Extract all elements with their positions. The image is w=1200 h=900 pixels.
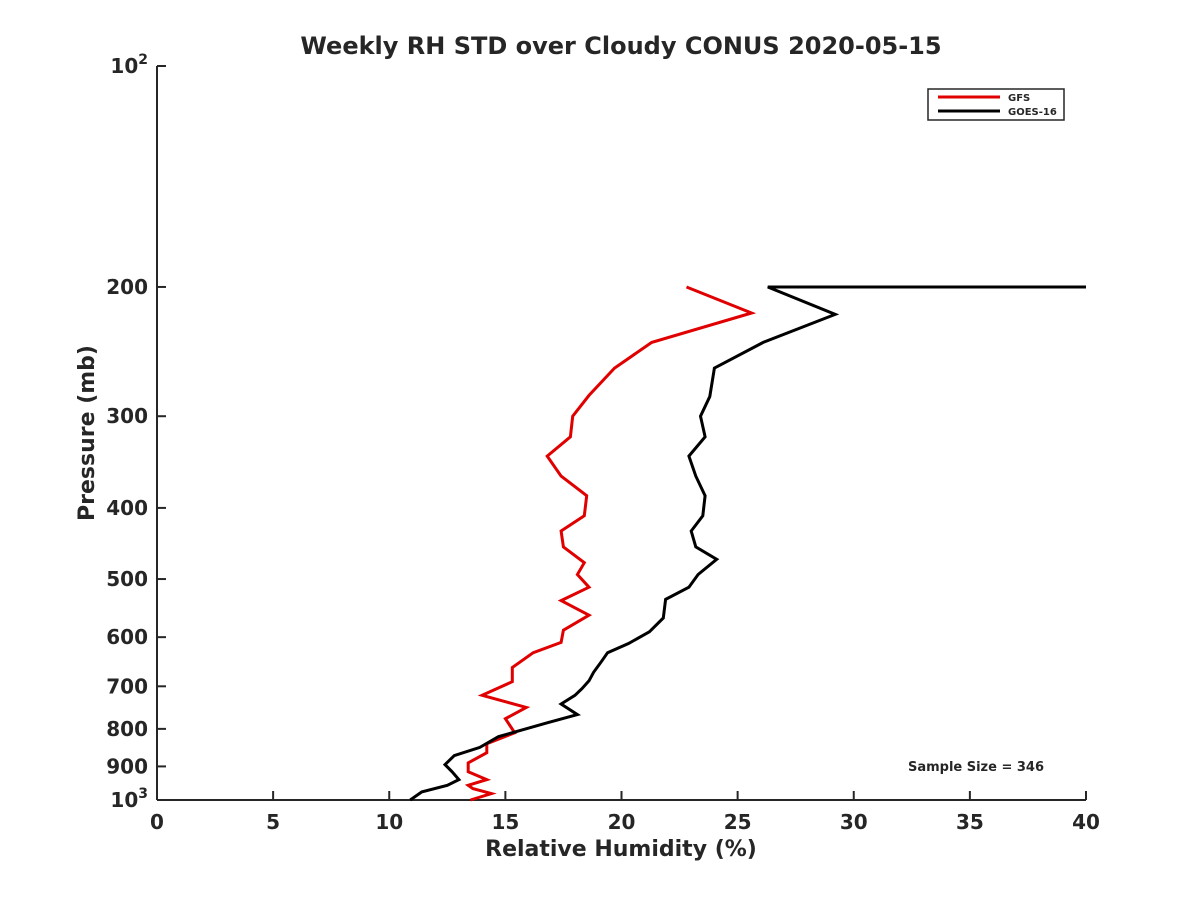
chart-title: Weekly RH STD over Cloudy CONUS 2020-05-… [300, 32, 941, 60]
axes: 0 5 10 15 20 25 30 35 40 102 200 300 400 500 600 700 800… [106, 52, 1100, 834]
legend-label-gfs: GFS [1008, 93, 1030, 104]
y-axis-label: Pressure (mb) [75, 345, 100, 521]
x-tick-label: 35 [956, 810, 984, 834]
x-tick-label: 10 [375, 810, 403, 834]
legend-label-goes16: GOES-16 [1008, 107, 1057, 118]
x-tick-label: 15 [491, 810, 519, 834]
series-layer [409, 285, 1086, 802]
legend-box [927, 88, 1065, 121]
series-line-goes-16 [409, 285, 1086, 802]
x-tick-label: 40 [1072, 810, 1100, 834]
y-tick-label: 103 [110, 786, 148, 812]
y-tick-label: 900 [106, 754, 148, 778]
x-axis-label: Relative Humidity (%) [485, 837, 757, 862]
x-tick-label: 0 [150, 810, 164, 834]
x-tick-label: 20 [608, 810, 636, 834]
series-line-gfs [464, 285, 757, 802]
y-tick-label: 102 [110, 52, 148, 78]
x-tick-label: 5 [266, 810, 280, 834]
sample-size-annotation: Sample Size = 346 [908, 760, 1044, 775]
legend: GFS GOES-16 [927, 88, 1065, 121]
y-tick-label: 200 [106, 275, 148, 299]
y-tick-label: 400 [106, 496, 148, 520]
y-tick-label: 800 [106, 717, 148, 741]
y-tick-label: 300 [106, 404, 148, 428]
x-tick-label: 30 [840, 810, 868, 834]
x-tick-label: 25 [724, 810, 752, 834]
y-tick-label: 500 [106, 567, 148, 591]
y-tick-label: 600 [106, 625, 148, 649]
y-tick-label: 700 [106, 674, 148, 698]
